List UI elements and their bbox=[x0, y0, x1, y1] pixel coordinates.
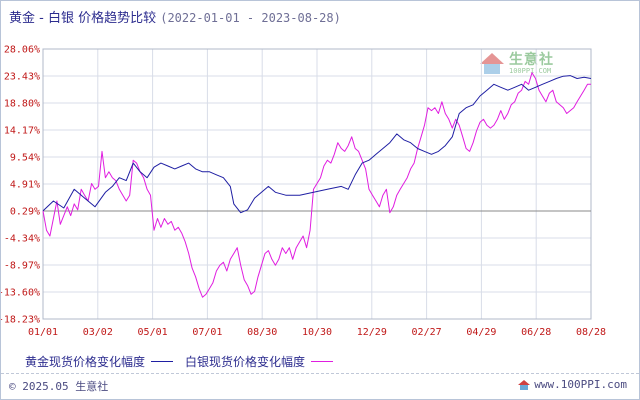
house-icon bbox=[480, 53, 504, 74]
line-chart: 28.06% 23.43% 18.80% 14.17% 9.54% 4.91% 0.29% -… bbox=[1, 45, 606, 339]
x-tick-label: 01/01 bbox=[28, 327, 58, 338]
y-tick-label: 14.17% bbox=[4, 126, 40, 137]
y-tick-label: 0.29% bbox=[10, 207, 40, 218]
y-tick-label: -8.97% bbox=[4, 261, 40, 272]
footer-site-text: www.100PPI.com bbox=[534, 378, 627, 391]
legend-item-silver: 白银现货价格变化幅度 bbox=[185, 353, 334, 370]
x-tick-label: 04/29 bbox=[466, 327, 496, 338]
legend-label-silver: 白银现货价格变化幅度 bbox=[185, 355, 306, 369]
legend-swatch-silver bbox=[311, 361, 334, 362]
footer-site-link[interactable]: www.100PPI.com bbox=[517, 378, 627, 391]
y-tick-label: -13.60% bbox=[1, 288, 40, 299]
x-tick-label: 02/27 bbox=[412, 327, 442, 338]
y-tick-label: 23.43% bbox=[4, 72, 40, 83]
footer-copyright: © 2025.05 生意社 bbox=[9, 380, 109, 393]
y-tick-label: 18.80% bbox=[4, 99, 40, 110]
watermark-logo: 生意社 100PPI.COM bbox=[479, 51, 554, 77]
x-tick-label: 12/29 bbox=[357, 327, 387, 338]
y-tick-label: 28.06% bbox=[4, 45, 40, 56]
chart-legend: 黄金现货价格变化幅度 白银现货价格变化幅度 bbox=[25, 353, 345, 370]
legend-item-gold: 黄金现货价格变化幅度 bbox=[25, 353, 174, 370]
series-line-gold bbox=[42, 75, 592, 214]
x-tick-label: 05/01 bbox=[138, 327, 168, 338]
y-tick-label: -4.34% bbox=[4, 234, 40, 245]
series-line-silver bbox=[42, 72, 591, 298]
footer-divider bbox=[1, 373, 639, 374]
chart-title: 黄金 - 白银 价格趋势比较 (2022-01-01 - 2023-08-28) bbox=[9, 7, 341, 26]
plot-border bbox=[42, 48, 592, 320]
x-tick-label: 10/30 bbox=[302, 327, 332, 338]
y-tick-label: 4.91% bbox=[10, 180, 40, 191]
chart-title-main: 黄金 - 白银 价格趋势比较 bbox=[9, 11, 157, 26]
x-tick-label: 07/01 bbox=[192, 327, 222, 338]
watermark-site: 100PPI.COM bbox=[509, 67, 552, 75]
legend-label-gold: 黄金现货价格变化幅度 bbox=[25, 355, 146, 369]
watermark-brand: 生意社 bbox=[509, 52, 554, 68]
house-small-icon bbox=[518, 379, 531, 390]
legend-swatch-gold bbox=[151, 361, 174, 362]
x-tick-label: 03/02 bbox=[83, 327, 113, 338]
x-tick-label: 08/28 bbox=[576, 327, 606, 338]
y-tick-label: -18.23% bbox=[1, 315, 40, 326]
x-tick-label: 06/28 bbox=[521, 327, 551, 338]
y-tick-label: 9.54% bbox=[10, 153, 40, 164]
x-tick-label: 08/30 bbox=[247, 327, 277, 338]
chart-title-range: (2022-01-01 - 2023-08-28) bbox=[160, 11, 341, 25]
